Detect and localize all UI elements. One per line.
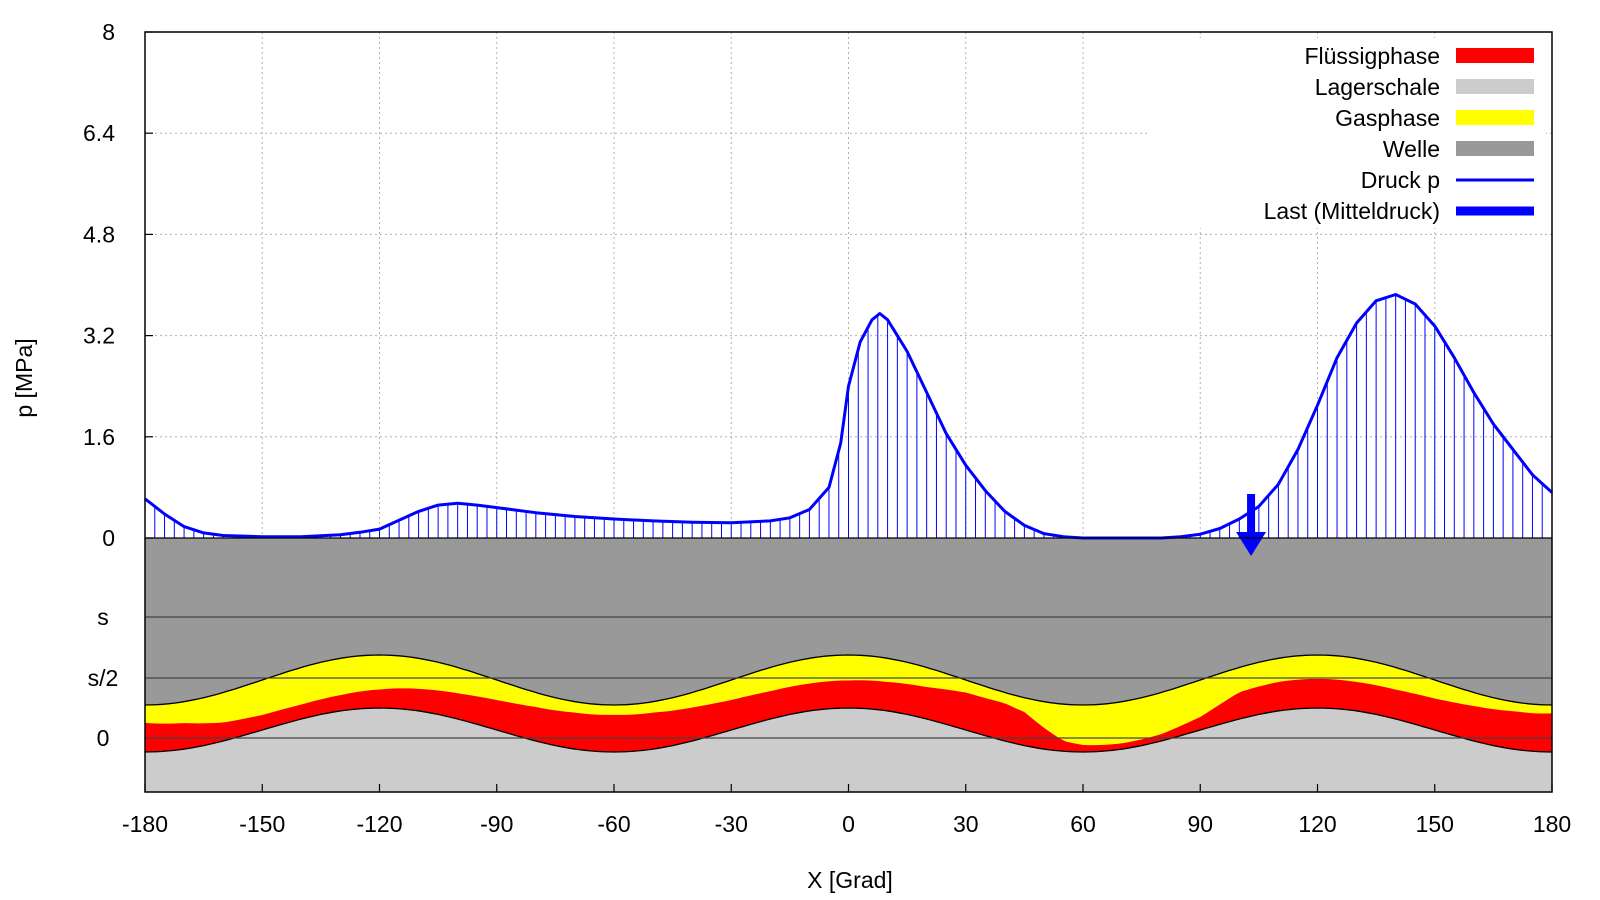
y-tick-label: 3.2 bbox=[83, 323, 115, 349]
shaft-edge-line bbox=[144, 654, 1553, 706]
legend-label: Last (Mitteldruck) bbox=[1264, 198, 1440, 224]
load-arrow-shaft bbox=[1247, 494, 1256, 532]
legend-swatch bbox=[1456, 48, 1534, 63]
shell-edge-line bbox=[144, 707, 1553, 753]
x-tick-label: 120 bbox=[1298, 811, 1336, 837]
legend-swatch bbox=[1456, 110, 1534, 125]
x-tick-label: 90 bbox=[1187, 811, 1213, 837]
legend-label: Welle bbox=[1383, 136, 1440, 162]
legend-label: Lagerschale bbox=[1315, 74, 1440, 100]
gap-tick-label: s/2 bbox=[88, 665, 119, 691]
legend-background bbox=[1150, 38, 1546, 228]
liquid-phase-area bbox=[145, 678, 1552, 752]
y-tick-label: 1.6 bbox=[83, 424, 115, 450]
x-tick-label: -120 bbox=[356, 811, 402, 837]
bearing-shell-area bbox=[145, 708, 1552, 792]
legend-swatch bbox=[1456, 141, 1534, 156]
x-tick-label: 150 bbox=[1416, 811, 1454, 837]
x-tick-label: -90 bbox=[480, 811, 513, 837]
gas-phase-area bbox=[145, 655, 1552, 746]
x-tick-label: -150 bbox=[239, 811, 285, 837]
pressure-series bbox=[144, 293, 1554, 556]
y-tick-label: 4.8 bbox=[83, 221, 115, 247]
y-tick-label: 6.4 bbox=[83, 120, 115, 146]
x-tick-label: 60 bbox=[1070, 811, 1096, 837]
x-tick-label: 0 bbox=[842, 811, 855, 837]
y-axis-label: p [MPa] bbox=[11, 338, 37, 417]
legend-swatch bbox=[1456, 79, 1534, 94]
x-tick-label: -60 bbox=[597, 811, 630, 837]
pressure-line bbox=[144, 293, 1554, 540]
y-tick-label: 8 bbox=[102, 19, 115, 45]
gap-tick-label: s bbox=[97, 604, 109, 630]
legend-label: Flüssigphase bbox=[1304, 43, 1440, 69]
x-axis-label: X [Grad] bbox=[807, 867, 893, 893]
legend: Flüssigphase Lagerschale Gasphase Welle Druc… bbox=[1150, 38, 1546, 228]
x-tick-label: -180 bbox=[122, 811, 168, 837]
film-band bbox=[144, 538, 1553, 792]
legend-label: Druck p bbox=[1361, 167, 1440, 193]
gap-tick-label: 0 bbox=[97, 725, 110, 751]
x-tick-label: -30 bbox=[715, 811, 748, 837]
x-tick-label: 180 bbox=[1533, 811, 1571, 837]
legend-label: Gasphase bbox=[1335, 105, 1440, 131]
x-tick-label: 30 bbox=[953, 811, 979, 837]
shaft-area bbox=[145, 538, 1552, 705]
y-tick-label: 0 bbox=[102, 525, 115, 551]
tick-labels: -180 -150 -120 -90 -60 -30 0 30 60 90 120 150 180 0 1.… bbox=[83, 19, 1571, 837]
